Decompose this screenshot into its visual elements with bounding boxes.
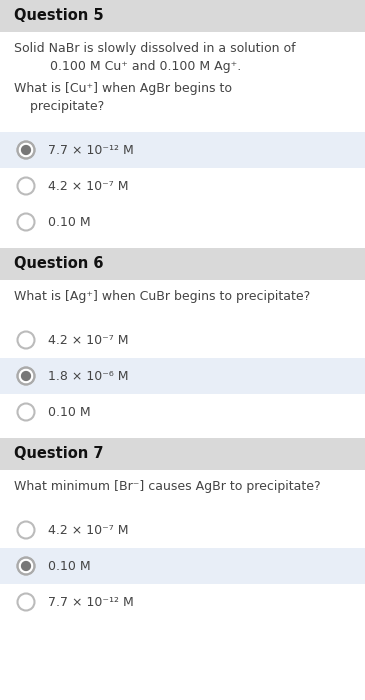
Circle shape: [18, 141, 35, 158]
Text: Question 5: Question 5: [14, 8, 104, 24]
Circle shape: [18, 522, 35, 538]
Circle shape: [18, 403, 35, 421]
Bar: [0, 358, 365, 394]
Bar: [0, 132, 365, 168]
Circle shape: [18, 214, 35, 230]
Text: 4.2 × 10⁻⁷ M: 4.2 × 10⁻⁷ M: [48, 333, 128, 346]
Bar: [0, 0, 365, 32]
Text: 0.10 M: 0.10 M: [48, 216, 91, 228]
Bar: [0, 248, 365, 280]
Text: 0.10 M: 0.10 M: [48, 405, 91, 419]
Text: What is [Ag⁺] when CuBr begins to precipitate?: What is [Ag⁺] when CuBr begins to precip…: [14, 290, 310, 303]
Text: 0.10 M: 0.10 M: [48, 559, 91, 573]
Circle shape: [22, 372, 30, 380]
Text: 4.2 × 10⁻⁷ M: 4.2 × 10⁻⁷ M: [48, 179, 128, 193]
Text: What minimum [Br⁻] causes AgBr to precipitate?: What minimum [Br⁻] causes AgBr to precip…: [14, 480, 320, 493]
Text: Solid NaBr is slowly dissolved in a solution of: Solid NaBr is slowly dissolved in a solu…: [14, 42, 296, 55]
Circle shape: [18, 178, 35, 195]
Circle shape: [22, 561, 30, 570]
Circle shape: [18, 557, 35, 575]
Circle shape: [18, 368, 35, 384]
Text: precipitate?: precipitate?: [14, 100, 104, 113]
Circle shape: [18, 332, 35, 349]
Text: 1.8 × 10⁻⁶ M: 1.8 × 10⁻⁶ M: [48, 370, 128, 382]
Text: 4.2 × 10⁻⁷ M: 4.2 × 10⁻⁷ M: [48, 524, 128, 536]
Text: 7.7 × 10⁻¹² M: 7.7 × 10⁻¹² M: [48, 596, 134, 608]
Text: Question 6: Question 6: [14, 256, 104, 272]
Bar: [0, 438, 365, 470]
Bar: [0, 548, 365, 584]
Text: 0.100 M Cu⁺ and 0.100 M Ag⁺.: 0.100 M Cu⁺ and 0.100 M Ag⁺.: [50, 60, 241, 73]
Text: 7.7 × 10⁻¹² M: 7.7 × 10⁻¹² M: [48, 144, 134, 157]
Circle shape: [18, 594, 35, 610]
Circle shape: [22, 146, 30, 155]
Text: What is [Cu⁺] when AgBr begins to: What is [Cu⁺] when AgBr begins to: [14, 82, 232, 95]
Text: Question 7: Question 7: [14, 447, 104, 461]
